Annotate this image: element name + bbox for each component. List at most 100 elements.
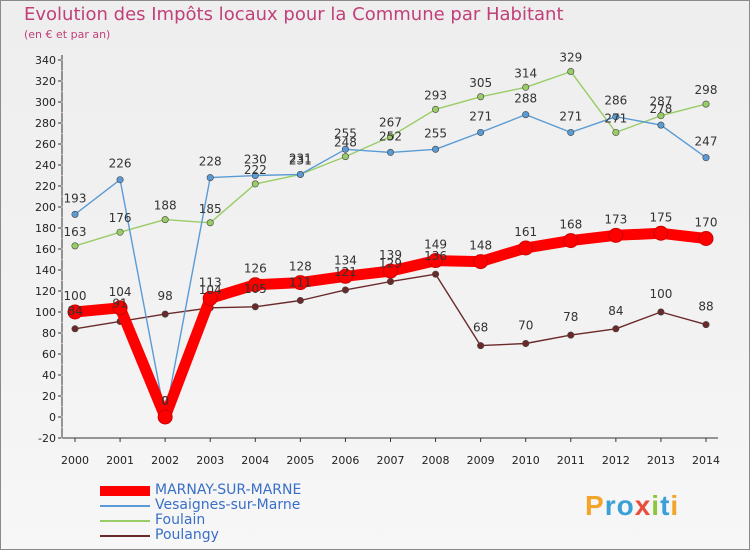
data-label: 111 — [289, 275, 312, 289]
data-point — [206, 219, 214, 227]
legend-swatch — [100, 535, 150, 537]
data-point — [296, 170, 304, 178]
legend-label: Poulangy — [155, 527, 219, 543]
x-tick-label: 2012 — [602, 454, 630, 467]
data-label: 105 — [244, 282, 267, 296]
y-tick-label: 260 — [35, 138, 56, 151]
data-point — [432, 105, 440, 113]
data-point — [337, 268, 353, 284]
data-point — [612, 113, 620, 121]
data-point — [296, 296, 304, 304]
data-label: 0 — [161, 394, 169, 408]
data-label: 91 — [112, 296, 127, 310]
proxiti-logo: Proxiti — [585, 490, 679, 522]
data-point — [161, 310, 169, 318]
data-point — [477, 342, 485, 350]
data-label: 168 — [559, 218, 582, 232]
data-label: 70 — [518, 319, 533, 333]
data-label: 288 — [514, 92, 537, 106]
data-label: 271 — [559, 109, 582, 123]
y-tick-label: 20 — [42, 390, 56, 403]
x-tick-label: 2004 — [241, 454, 269, 467]
data-point — [341, 153, 349, 161]
data-label: 228 — [199, 155, 222, 169]
data-label: 136 — [424, 249, 447, 263]
data-label: 252 — [379, 129, 402, 143]
data-label: 329 — [559, 51, 582, 65]
data-label: 98 — [158, 289, 173, 303]
y-tick-label: 60 — [42, 348, 56, 361]
data-label: 100 — [649, 287, 672, 301]
data-point — [657, 112, 665, 120]
data-label: 78 — [563, 310, 578, 324]
data-point — [386, 278, 394, 286]
data-point — [567, 331, 575, 339]
data-point — [251, 172, 259, 180]
x-tick-label: 2009 — [467, 454, 495, 467]
data-label: 126 — [244, 262, 267, 276]
data-point — [292, 275, 308, 291]
data-label: 163 — [64, 225, 87, 239]
data-point — [608, 227, 624, 243]
data-label: 247 — [695, 135, 718, 149]
data-point — [702, 321, 710, 329]
data-label: 148 — [469, 239, 492, 253]
data-point — [702, 154, 710, 162]
data-point — [386, 133, 394, 141]
chart-title: Evolution des Impôts locaux pour la Comm… — [24, 4, 564, 25]
data-point — [71, 242, 79, 250]
data-point — [112, 300, 128, 316]
data-point — [341, 145, 349, 153]
data-label: 248 — [334, 136, 357, 150]
data-point — [612, 128, 620, 136]
logo-letter: t — [660, 490, 671, 521]
x-tick-label: 2014 — [692, 454, 720, 467]
y-tick-label: 300 — [35, 96, 56, 109]
x-tick-label: 2007 — [377, 454, 405, 467]
logo-letter: r — [604, 490, 617, 521]
data-point — [432, 145, 440, 153]
x-tick-label: 2001 — [106, 454, 134, 467]
data-label: 185 — [199, 202, 222, 216]
data-point — [161, 216, 169, 224]
data-label: 305 — [469, 76, 492, 90]
x-tick-label: 2000 — [61, 454, 89, 467]
data-point — [71, 325, 79, 333]
data-point — [518, 240, 534, 256]
data-label: 100 — [64, 289, 87, 303]
y-tick-label: 280 — [35, 117, 56, 130]
y-tick-label: 40 — [42, 369, 56, 382]
data-point — [432, 270, 440, 278]
y-tick-label: 240 — [35, 159, 56, 172]
data-label: 278 — [649, 102, 672, 116]
data-point — [116, 176, 124, 184]
logo-letter: i — [670, 490, 680, 521]
data-point — [251, 303, 259, 311]
data-point — [522, 111, 530, 119]
data-label: 267 — [379, 116, 402, 130]
data-point — [247, 277, 263, 293]
chart-subtitle: (en € et par an) — [24, 28, 111, 41]
data-point — [567, 68, 575, 76]
legend-swatch — [100, 505, 150, 507]
data-label: 286 — [604, 94, 627, 108]
data-label: 121 — [334, 265, 357, 279]
x-tick-label: 2010 — [512, 454, 540, 467]
data-label: 193 — [64, 191, 87, 205]
logo-letter: P — [585, 490, 605, 521]
data-point — [702, 100, 710, 108]
data-point — [157, 409, 173, 425]
data-label: 222 — [244, 163, 267, 177]
y-tick-label: -20 — [38, 432, 56, 445]
y-tick-label: 160 — [35, 243, 56, 256]
data-label: 231 — [289, 151, 312, 165]
x-tick-label: 2003 — [196, 454, 224, 467]
data-point — [653, 225, 669, 241]
data-label: 134 — [334, 253, 357, 267]
y-tick-label: 180 — [35, 222, 56, 235]
data-point — [522, 83, 530, 91]
data-point — [206, 174, 214, 182]
data-label: 161 — [514, 225, 537, 239]
data-point — [116, 228, 124, 236]
